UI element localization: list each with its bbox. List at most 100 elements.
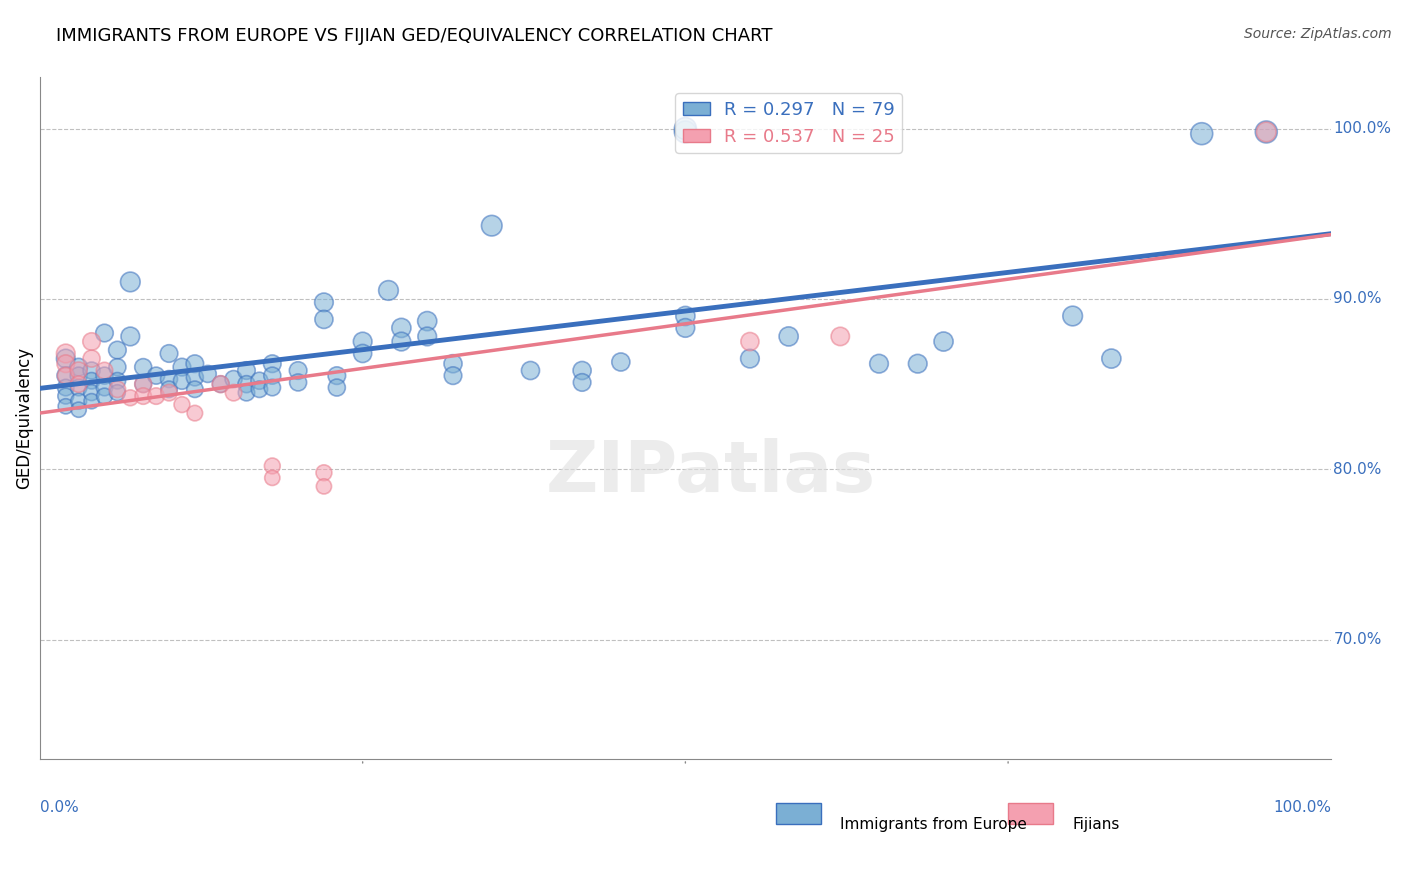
Point [312, 479, 335, 493]
Point [80, 334, 103, 349]
Legend: R = 0.297   N = 79, R = 0.537   N = 25: R = 0.297 N = 79, R = 0.537 N = 25 [675, 94, 903, 153]
Point [120, 275, 142, 289]
Point [441, 368, 464, 383]
Point [247, 382, 270, 396]
Point [132, 377, 155, 392]
Point [105, 374, 128, 388]
Text: 100.0%: 100.0% [1272, 800, 1331, 815]
Point [673, 321, 696, 335]
Point [157, 385, 180, 400]
Point [93, 380, 115, 394]
Point [571, 363, 593, 377]
Point [184, 370, 207, 384]
Point [105, 382, 128, 396]
Point [209, 377, 232, 392]
Point [120, 329, 142, 343]
Point [209, 377, 232, 392]
Text: 100.0%: 100.0% [1333, 121, 1392, 136]
Point [170, 398, 193, 412]
Point [262, 357, 284, 371]
Point [67, 368, 90, 383]
Point [287, 376, 309, 390]
Point [105, 360, 128, 375]
Point [157, 372, 180, 386]
Point [247, 374, 270, 388]
Point [287, 363, 309, 377]
Point [222, 385, 245, 400]
Point [105, 343, 128, 357]
Point [1099, 351, 1122, 366]
Point [738, 351, 761, 366]
Point [1256, 125, 1278, 139]
Point [132, 377, 155, 392]
Text: 70.0%: 70.0% [1333, 632, 1382, 648]
Point [55, 368, 77, 383]
Point [80, 351, 103, 366]
Point [352, 334, 374, 349]
Point [80, 394, 103, 409]
Point [610, 355, 633, 369]
Point [312, 312, 335, 326]
Point [416, 329, 439, 343]
Point [389, 321, 412, 335]
Point [145, 368, 167, 383]
Point [830, 329, 852, 343]
Point [80, 385, 103, 400]
Point [80, 374, 103, 388]
Point [184, 357, 207, 371]
Y-axis label: GED/Equivalency: GED/Equivalency [15, 347, 32, 490]
Text: 80.0%: 80.0% [1333, 462, 1382, 477]
Point [55, 346, 77, 360]
Point [673, 121, 696, 136]
Point [326, 368, 349, 383]
Point [262, 458, 284, 473]
Point [235, 363, 257, 377]
Text: 90.0%: 90.0% [1333, 292, 1382, 307]
Point [312, 466, 335, 480]
Point [235, 377, 257, 392]
Point [145, 389, 167, 403]
Point [55, 357, 77, 371]
Point [184, 406, 207, 420]
Text: IMMIGRANTS FROM EUROPE VS FIJIAN GED/EQUIVALENCY CORRELATION CHART: IMMIGRANTS FROM EUROPE VS FIJIAN GED/EQU… [56, 27, 773, 45]
Point [738, 334, 761, 349]
Point [157, 346, 180, 360]
Point [416, 314, 439, 328]
Text: Fijians: Fijians [1073, 817, 1121, 832]
Point [67, 394, 90, 409]
Point [222, 372, 245, 386]
Text: Immigrants from Europe: Immigrants from Europe [841, 817, 1028, 832]
Point [80, 363, 103, 377]
Point [93, 363, 115, 377]
Point [326, 380, 349, 394]
Point [67, 380, 90, 394]
Point [67, 402, 90, 417]
Point [519, 363, 541, 377]
Point [1191, 127, 1213, 141]
Point [55, 380, 77, 394]
Point [157, 382, 180, 396]
Point [673, 309, 696, 323]
Point [93, 368, 115, 383]
FancyBboxPatch shape [1008, 804, 1053, 824]
Point [352, 346, 374, 360]
Point [93, 389, 115, 403]
Point [132, 389, 155, 403]
Point [67, 377, 90, 392]
Point [389, 334, 412, 349]
Point [778, 329, 800, 343]
Point [441, 357, 464, 371]
Point [55, 368, 77, 383]
Point [1062, 309, 1084, 323]
Point [235, 385, 257, 400]
Point [571, 376, 593, 390]
Point [67, 363, 90, 377]
Point [55, 389, 77, 403]
Point [93, 326, 115, 340]
Point [55, 351, 77, 366]
Point [105, 385, 128, 400]
FancyBboxPatch shape [776, 804, 821, 824]
Point [673, 125, 696, 139]
Text: 0.0%: 0.0% [39, 800, 79, 815]
Point [55, 399, 77, 413]
